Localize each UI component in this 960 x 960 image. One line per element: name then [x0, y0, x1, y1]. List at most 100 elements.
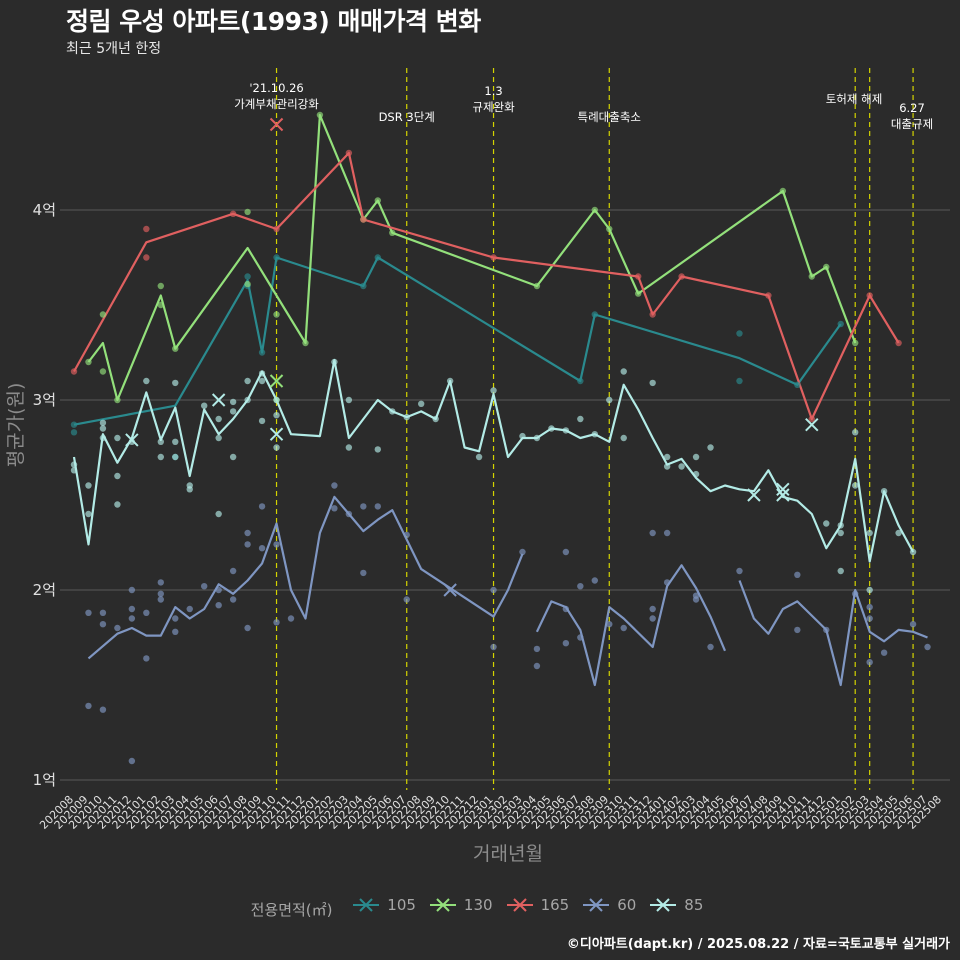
data-point-60	[229, 596, 237, 603]
y-tick-label: 1억	[33, 771, 56, 789]
cancelled-mark-stroke	[776, 482, 790, 497]
data-point-130	[374, 197, 381, 204]
data-point-85	[99, 434, 107, 442]
data-point-165	[229, 210, 237, 217]
data-point-60	[620, 624, 627, 632]
legend-label: 105	[387, 896, 416, 914]
data-point-85	[446, 377, 454, 385]
data-point-85	[707, 444, 714, 451]
data-point-60	[533, 662, 541, 670]
data-point-85	[432, 415, 439, 423]
data-point-105	[736, 330, 743, 337]
data-point-60	[114, 624, 121, 632]
data-point-85	[852, 482, 859, 489]
data-point-60	[403, 596, 410, 603]
data-point-60	[909, 621, 917, 628]
cancelled-mark-stroke	[776, 488, 790, 502]
data-point-85	[837, 567, 844, 575]
data-point-85	[620, 434, 627, 442]
data-point-60	[157, 579, 164, 586]
data-point-105	[794, 381, 801, 388]
data-point-60	[692, 596, 700, 603]
data-point-85	[418, 400, 425, 407]
data-point-60	[244, 541, 251, 548]
data-point-60	[374, 503, 381, 510]
data-point-60	[172, 628, 179, 635]
data-point-85	[70, 461, 78, 468]
data-point-85	[331, 358, 338, 366]
data-point-130	[606, 225, 613, 233]
data-point-130	[244, 280, 251, 288]
legend-label: 60	[617, 896, 637, 914]
annotation-label: 대출규제	[891, 117, 933, 131]
data-point-60	[128, 757, 136, 765]
data-point-60	[866, 615, 873, 622]
series-line-60	[535, 564, 727, 687]
data-point-60	[99, 609, 107, 616]
data-point-130	[591, 206, 598, 214]
data-point-165	[895, 339, 902, 347]
data-point-130	[244, 208, 251, 216]
data-point-85	[548, 425, 555, 432]
cancelled-mark-stroke	[443, 583, 457, 597]
data-point-85	[172, 379, 179, 387]
data-point-60	[215, 602, 222, 609]
data-point-60	[736, 567, 743, 575]
data-point-85	[403, 413, 410, 421]
data-point-60	[287, 615, 295, 622]
data-point-105	[273, 254, 280, 261]
data-point-60	[562, 605, 570, 613]
data-point-105	[360, 282, 367, 290]
series-line-105	[73, 256, 842, 426]
data-point-60	[649, 605, 656, 613]
cancelled-marker-85	[125, 433, 139, 447]
annotation-label: 특례대출축소	[578, 110, 641, 124]
data-point-85	[273, 396, 280, 404]
data-point-85	[229, 398, 237, 406]
cancelled-mark-stroke	[211, 393, 226, 407]
data-point-85	[99, 419, 107, 426]
legend-key-icon	[429, 898, 456, 912]
data-point-130	[157, 301, 164, 309]
data-point-60	[663, 579, 671, 586]
data-point-60	[880, 649, 888, 656]
annotation-label: 가계부채관리강화	[234, 97, 319, 111]
data-point-60	[562, 548, 570, 556]
data-point-85	[909, 548, 917, 556]
data-point-60	[258, 503, 266, 510]
data-point-85	[866, 586, 873, 594]
data-point-85	[244, 396, 251, 404]
data-point-85	[273, 412, 280, 419]
cancelled-mark-stroke	[269, 427, 284, 441]
data-point-60	[201, 583, 208, 590]
data-point-60	[577, 634, 584, 641]
data-point-130	[635, 290, 642, 297]
data-point-60	[707, 643, 714, 651]
data-point-85	[114, 472, 121, 480]
data-point-60	[99, 621, 107, 628]
legend-item-85: 85	[648, 895, 703, 915]
data-point-60	[591, 577, 598, 584]
data-point-60	[577, 583, 584, 590]
data-point-105	[374, 254, 381, 261]
data-point-130	[808, 273, 815, 280]
data-point-165	[273, 225, 280, 233]
data-point-165	[808, 415, 815, 423]
data-point-85	[389, 408, 396, 415]
data-point-60	[85, 702, 92, 710]
data-point-85	[577, 415, 584, 423]
legend-key-icon	[583, 898, 610, 912]
data-point-85	[99, 425, 107, 432]
cancelled-marker-130	[269, 374, 284, 388]
data-point-165	[70, 368, 78, 375]
data-point-60	[866, 603, 873, 611]
data-point-60	[99, 706, 107, 713]
data-point-60	[663, 529, 671, 537]
data-point-85	[895, 529, 902, 537]
series-line-60	[738, 580, 928, 687]
cancelled-marker-85	[776, 482, 790, 497]
data-point-60	[215, 586, 222, 594]
data-point-85	[880, 488, 888, 495]
data-point-60	[157, 590, 164, 597]
